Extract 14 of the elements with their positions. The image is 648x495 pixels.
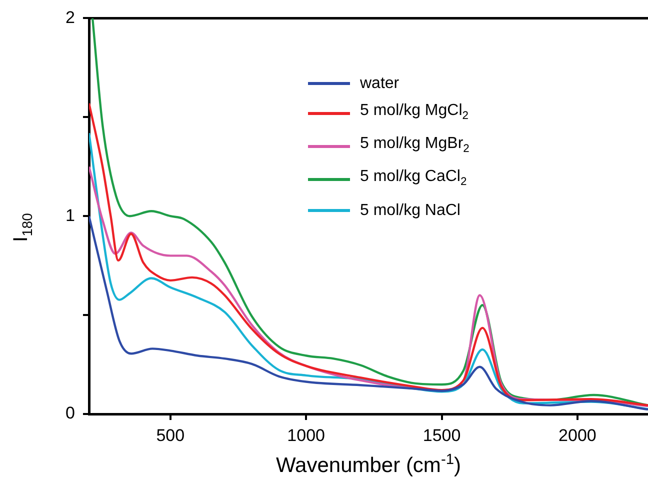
- legend-label: water: [360, 74, 400, 94]
- line-series: [91, 18, 648, 406]
- legend-label: 5 mol/kg CaCl$_{2}$: [360, 167, 467, 191]
- x-tick-label: 500: [156, 426, 185, 445]
- x-axis-title: Wavenumber (cm$^{-1}$): [275, 452, 462, 478]
- y-tick-label: 0: [66, 404, 75, 423]
- legend-label: 5 mol/kg MgBr$_{2}$: [360, 134, 470, 158]
- x-tick-label: 1500: [422, 426, 461, 445]
- legend-label: 5 mol/kg NaCl: [360, 200, 460, 221]
- y-tick-label: 2: [66, 8, 75, 27]
- x-tick-label: 2000: [558, 426, 596, 445]
- legend-label: 5 mol/kg MgCl$_{2}$: [360, 101, 468, 124]
- y-tick-label: 1: [66, 206, 75, 225]
- x-tick-label: 1000: [287, 426, 325, 445]
